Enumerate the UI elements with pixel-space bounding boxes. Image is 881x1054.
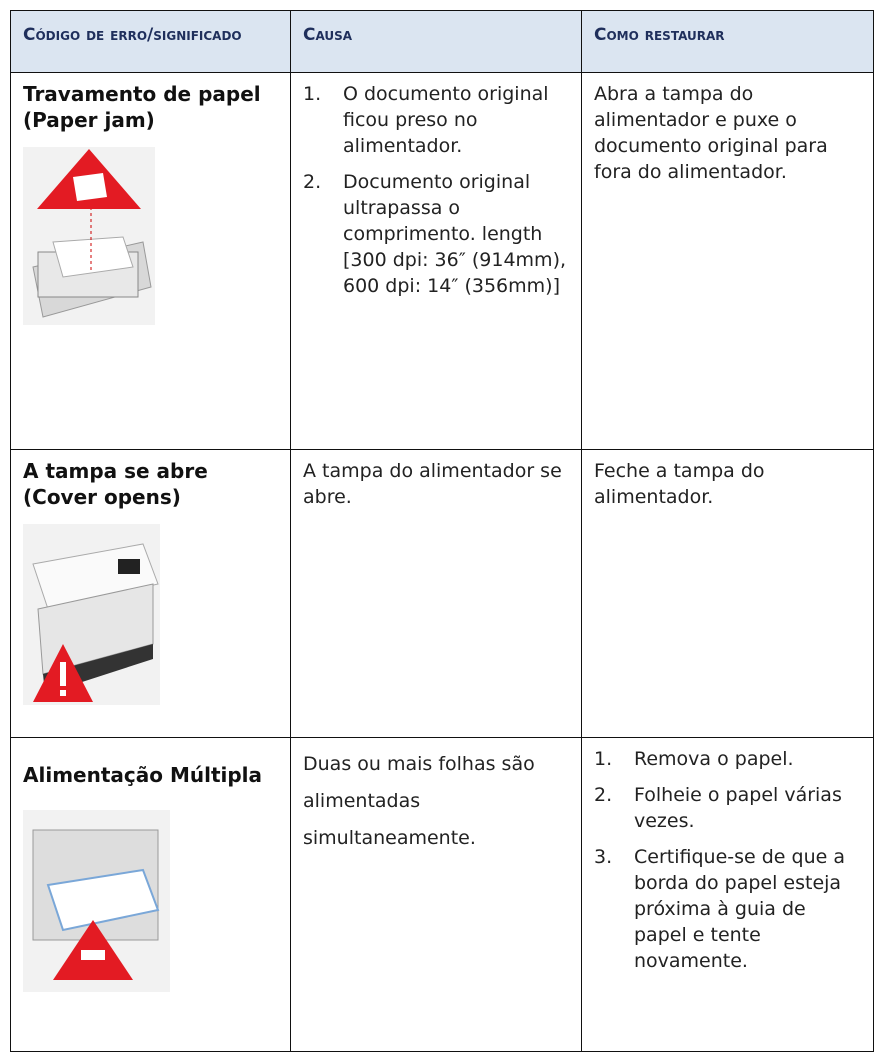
list-item: 2. Documento original ultrapassa o compri… <box>303 169 571 299</box>
cell: 1. O documento original ficou preso no al… <box>290 72 582 450</box>
error-code: Travamento de papel (Paper jam) <box>23 82 261 132</box>
row: Alimentação Múltipla Duas ou mais folhas… <box>10 737 874 1052</box>
cell: A tampa se abre (Cover opens) <box>10 449 291 738</box>
row: A tampa se abre (Cover opens) A tampa do… <box>10 449 874 738</box>
list-number: 1. <box>594 748 613 770</box>
cell-text: Feche a tampa do alimentador. <box>594 460 765 508</box>
cell: Travamento de papel (Paper jam) <box>10 72 291 450</box>
list-text: Documento original ultrapassa o comprime… <box>343 171 567 297</box>
cell: Feche a tampa do alimentador. <box>581 449 874 738</box>
row: Travamento de papel (Paper jam) 1. O docu… <box>10 72 874 450</box>
error-code: A tampa se abre (Cover opens) <box>23 459 208 509</box>
cell-text: Abra a tampa do alimentador e puxe o doc… <box>594 83 828 183</box>
list-item: 3. Certifique-se de que a borda do papel … <box>594 844 863 974</box>
paper-jam-image <box>23 147 155 325</box>
list-text: Remova o papel. <box>634 748 794 770</box>
header: Como restaurar <box>581 10 874 73</box>
cover-open-image <box>23 524 160 705</box>
list-number: 2. <box>594 784 613 806</box>
header-row: Código de erro/significado Causa Como re… <box>10 10 874 73</box>
error-code: Alimentação Múltipla <box>23 763 263 787</box>
cell-text: A tampa do alimentador se abre. <box>303 460 562 508</box>
cell: 1. Remova o papel. 2. Folheie o papel vária… <box>581 737 874 1052</box>
list-item: 1. Remova o papel. <box>594 746 863 772</box>
list-item: 1. O documento original ficou preso no al… <box>303 81 571 159</box>
header: Causa <box>290 10 582 73</box>
multifeed-image <box>23 810 170 992</box>
cell: Abra a tampa do alimentador e puxe o doc… <box>581 72 874 450</box>
list-number: 2. <box>303 171 322 193</box>
list-text: O documento original ficou preso no alim… <box>343 83 549 157</box>
error-table: Código de erro/significado Causa Como re… <box>10 10 874 1052</box>
list-number: 3. <box>594 846 613 868</box>
header: Código de erro/significado <box>10 10 291 73</box>
list-item: 2. Folheie o papel várias vezes. <box>594 782 863 834</box>
cell: Duas ou mais folhas são alimentadas simu… <box>290 737 582 1052</box>
cell: Alimentação Múltipla <box>10 737 291 1052</box>
list-number: 1. <box>303 83 322 105</box>
list-text: Certifique-se de que a borda do papel es… <box>634 846 846 972</box>
cell-text: Duas ou mais folhas são alimentadas simu… <box>303 753 535 849</box>
list-text: Folheie o papel várias vezes. <box>634 784 842 832</box>
cell: A tampa do alimentador se abre. <box>290 449 582 738</box>
